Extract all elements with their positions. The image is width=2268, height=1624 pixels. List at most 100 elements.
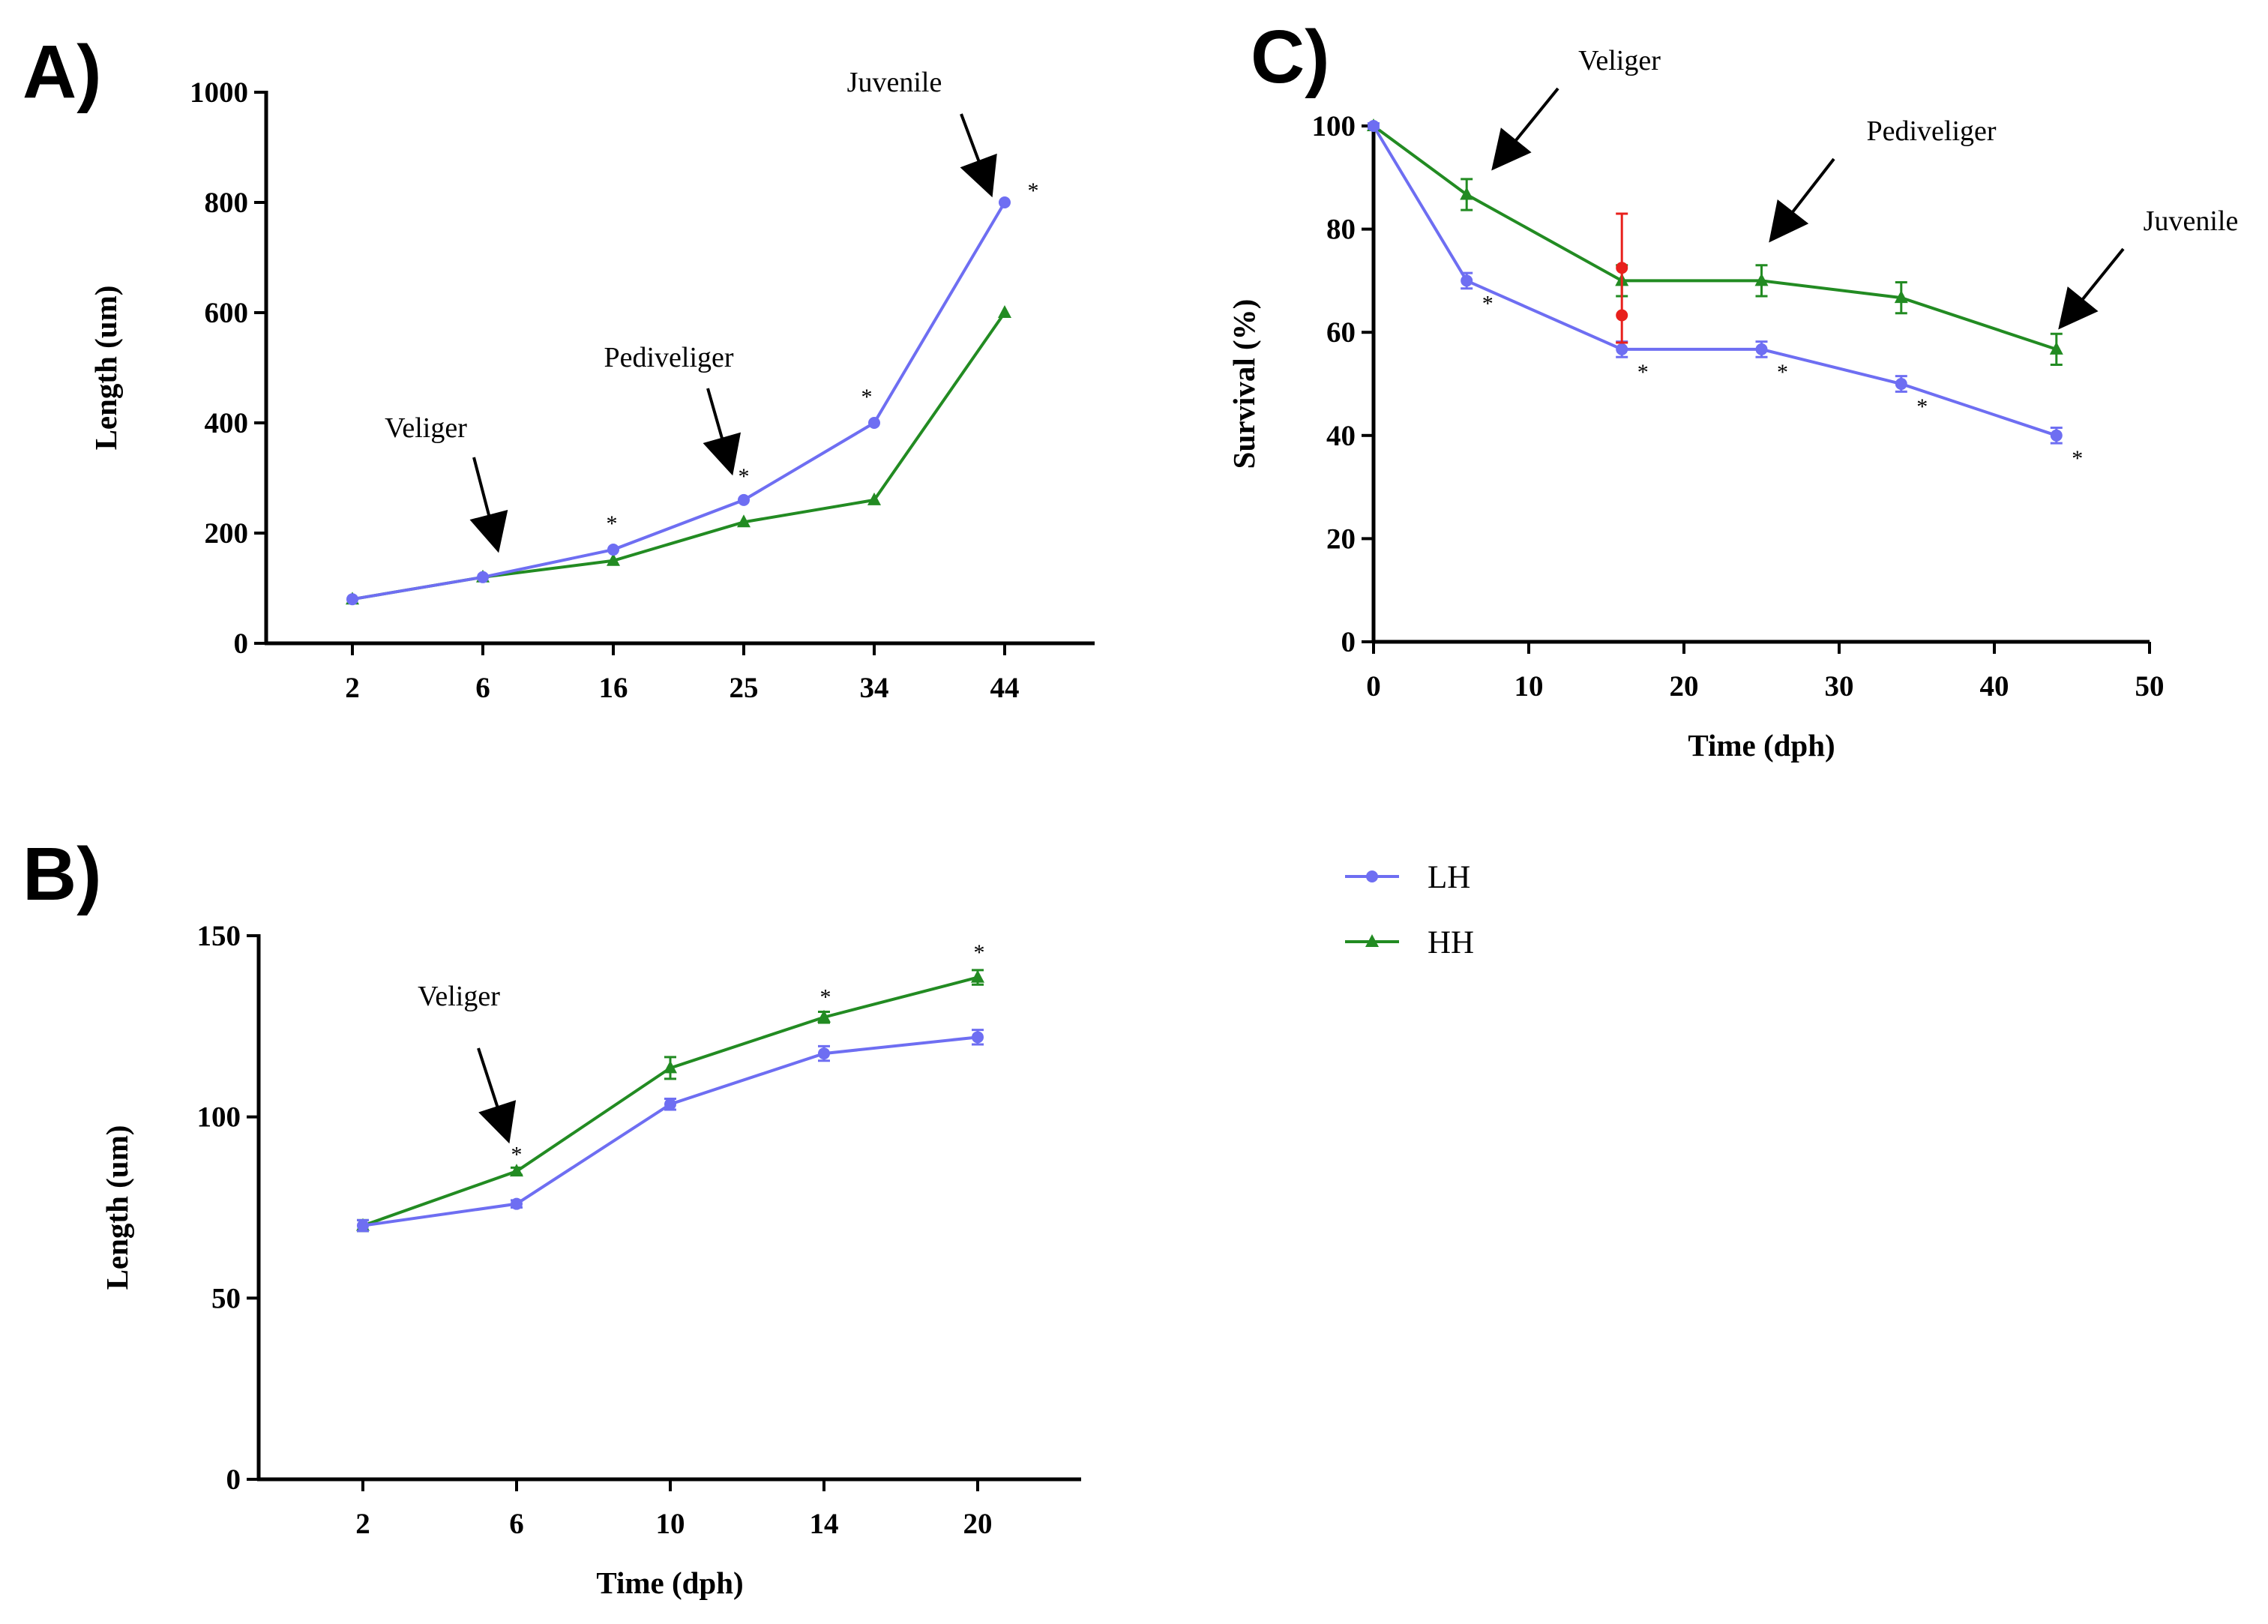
data-point-lh bbox=[1368, 120, 1380, 132]
x-tick-label: 20 bbox=[1670, 670, 1699, 703]
y-axis-label: Survival (%) bbox=[1227, 299, 1261, 469]
data-point-lh bbox=[1895, 378, 1907, 390]
data-point-lh bbox=[357, 1219, 369, 1232]
x-tick-label: 2 bbox=[345, 672, 360, 704]
series-line-lh bbox=[352, 201, 1006, 601]
y-tick-label: 80 bbox=[1326, 214, 1356, 246]
stage-annotation-veliger: Veliger bbox=[418, 981, 500, 1012]
stage-annotation-pediveliger: Pediveliger bbox=[604, 342, 733, 373]
stage-annotation-veliger: Veliger bbox=[385, 412, 467, 444]
y-tick-label: 100 bbox=[1312, 110, 1356, 142]
significance-star: * bbox=[607, 511, 618, 536]
y-tick-label: 100 bbox=[197, 1101, 241, 1134]
panel-label: A) bbox=[22, 30, 102, 114]
y-tick-label: 0 bbox=[234, 628, 249, 660]
significance-star: * bbox=[1482, 291, 1494, 316]
x-tick-label: 25 bbox=[730, 672, 759, 704]
stage-annotation-pediveliger: Pediveliger bbox=[1866, 115, 1996, 147]
data-point-hh bbox=[971, 969, 984, 983]
stage-arrow-pediveliger bbox=[703, 388, 742, 476]
significance-star: * bbox=[1637, 360, 1649, 385]
x-tick-label: 10 bbox=[1514, 670, 1544, 703]
legend-label-hh: HH bbox=[1428, 925, 1474, 960]
data-point-hh bbox=[607, 553, 620, 566]
x-tick-label: 34 bbox=[860, 672, 889, 704]
y-tick-label: 400 bbox=[205, 407, 249, 439]
y-tick-label: 40 bbox=[1326, 420, 1356, 452]
y-axis-label: Length (um) bbox=[88, 286, 123, 451]
y-tick-label: 60 bbox=[1326, 316, 1356, 349]
y-axis-label: Length (um) bbox=[100, 1125, 134, 1290]
data-point-hh bbox=[1460, 187, 1474, 200]
significance-star: * bbox=[974, 940, 985, 965]
significance-star: * bbox=[1777, 360, 1788, 385]
data-point-hh bbox=[998, 305, 1011, 318]
stage-annotation-veliger: Veliger bbox=[1578, 45, 1661, 76]
data-point-lh bbox=[607, 544, 619, 556]
data-point-lh bbox=[868, 417, 880, 429]
legend: LH HH bbox=[1345, 860, 1474, 960]
data-point-lh bbox=[1461, 274, 1473, 287]
series-line-lh bbox=[1372, 124, 2057, 437]
significance-star: * bbox=[2072, 446, 2083, 471]
stage-arrow-veliger bbox=[1491, 87, 1559, 171]
x-tick-label: 10 bbox=[656, 1508, 685, 1540]
data-point-lh bbox=[477, 571, 489, 583]
data-point-hh bbox=[664, 1060, 677, 1074]
x-tick-label: 14 bbox=[810, 1508, 839, 1540]
data-point-hh bbox=[1894, 290, 1908, 304]
legend-marker-lh bbox=[1366, 870, 1378, 882]
x-tick-label: 6 bbox=[509, 1508, 524, 1540]
panel-a: A) 0 200 400 600 800 1000 2 6 16 25 34 44 Length (um)… bbox=[22, 30, 1095, 704]
data-point-lh bbox=[738, 493, 750, 506]
data-point-lh bbox=[818, 1047, 830, 1060]
significance-star: * bbox=[1916, 394, 1928, 419]
stage-arrow-juvenile bbox=[960, 113, 997, 198]
x-tick-label: 30 bbox=[1825, 670, 1854, 703]
significance-star: * bbox=[820, 985, 831, 1010]
y-tick-label: 0 bbox=[226, 1464, 241, 1496]
y-tick-label: 50 bbox=[211, 1282, 241, 1314]
outlier-point bbox=[1616, 262, 1628, 274]
y-tick-label: 1000 bbox=[190, 76, 248, 109]
data-point-lh bbox=[999, 196, 1011, 208]
panel-c: C) 0 20 40 60 80 100 0 10 20 30 40 50 Survival (%) Tim… bbox=[1227, 15, 2238, 763]
x-tick-label: 0 bbox=[1366, 670, 1381, 703]
data-point-hh bbox=[737, 514, 751, 528]
y-tick-label: 20 bbox=[1326, 523, 1356, 555]
panel-label: B) bbox=[22, 832, 102, 916]
x-tick-label: 16 bbox=[599, 672, 628, 704]
data-point-lh bbox=[1755, 343, 1768, 355]
series-line-hh bbox=[1372, 124, 2057, 351]
stage-arrow-veliger bbox=[469, 457, 508, 553]
data-point-lh bbox=[511, 1197, 523, 1210]
x-axis-label: Time (dph) bbox=[596, 1566, 743, 1600]
x-tick-label: 50 bbox=[2135, 670, 2165, 703]
x-axis-label: Time (dph) bbox=[1688, 728, 1835, 763]
significance-star: * bbox=[1028, 178, 1039, 203]
data-point-hh bbox=[1754, 273, 1769, 286]
data-point-lh bbox=[1616, 343, 1628, 355]
y-tick-label: 0 bbox=[1341, 626, 1356, 658]
x-tick-label: 40 bbox=[1980, 670, 2009, 703]
data-point-lh bbox=[2050, 429, 2063, 442]
y-tick-label: 600 bbox=[205, 297, 249, 329]
data-point-lh bbox=[664, 1098, 676, 1110]
stage-annotation-juvenile: Juvenile bbox=[2144, 205, 2239, 237]
stage-arrow-pediveliger bbox=[1769, 157, 1835, 243]
legend-label-lh: LH bbox=[1428, 860, 1470, 895]
x-tick-label: 44 bbox=[990, 672, 1020, 704]
data-point-lh bbox=[972, 1031, 984, 1044]
significance-star: * bbox=[739, 464, 750, 489]
y-tick-label: 200 bbox=[205, 517, 249, 550]
y-tick-label: 800 bbox=[205, 187, 249, 219]
x-tick-label: 2 bbox=[355, 1508, 370, 1540]
data-point-hh bbox=[867, 492, 881, 505]
stage-arrow-veliger bbox=[477, 1047, 517, 1144]
significance-star: * bbox=[511, 1142, 523, 1167]
panel-label: C) bbox=[1251, 15, 1330, 99]
data-point-hh bbox=[2049, 341, 2063, 355]
x-tick-label: 6 bbox=[475, 672, 490, 704]
panel-b: B) 0 50 100 150 2 6 10 14 20 Length (um) Time (dph)… bbox=[22, 832, 1081, 1600]
